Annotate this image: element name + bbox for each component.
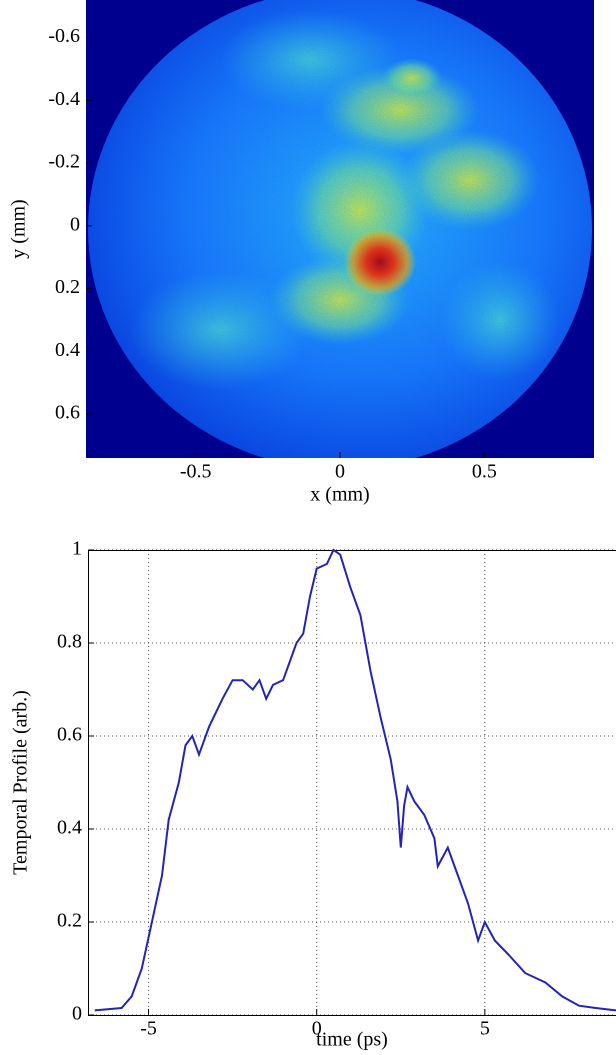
plot-frame [88, 550, 616, 1016]
y-tick-label: 0.8 [57, 631, 82, 653]
y-tick-label: 0.2 [57, 910, 82, 932]
x-tick-label: -0.5 [180, 461, 212, 483]
y-tick-label: 0.4 [57, 817, 82, 839]
y-tick-label: 0.6 [55, 402, 80, 424]
y-axis-label: y (mm) [8, 199, 30, 258]
x-tick-label: 0.5 [472, 461, 497, 483]
x-tick-label: 5 [480, 1018, 490, 1040]
y-tick-label: -0.6 [48, 25, 80, 47]
x-axis-label: x (mm) [310, 484, 369, 506]
y-tick-label: 0.2 [55, 276, 80, 298]
y-tick-label: 0 [70, 213, 80, 235]
y-tick-label: 0 [72, 1003, 82, 1025]
profile-line [94, 548, 616, 1012]
y-tick-label: -0.2 [48, 151, 80, 173]
y-tick-label: -0.4 [48, 88, 80, 110]
y-axis-label: Temporal Profile (arb.) [10, 690, 32, 875]
y-tick-label: 0.4 [55, 339, 80, 361]
beam-image [86, 0, 594, 458]
y-tick-label: 0.6 [57, 724, 82, 746]
x-tick-label: 0 [312, 1018, 322, 1040]
x-axis-label: time (ps) [316, 1029, 388, 1051]
y-tick-label: 1 [72, 538, 82, 560]
x-tick-label: -5 [140, 1018, 157, 1040]
x-tick-label: 0 [335, 461, 345, 483]
